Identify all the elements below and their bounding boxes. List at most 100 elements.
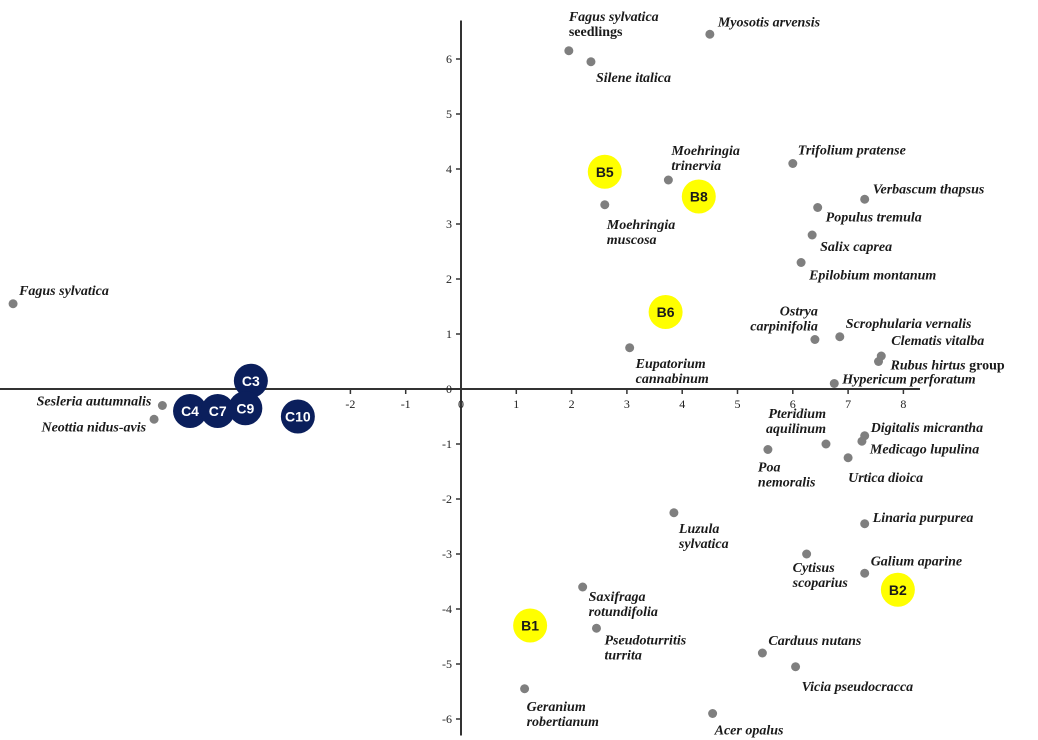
species-point bbox=[807, 230, 817, 240]
species-label-line: scoparius bbox=[792, 576, 849, 591]
y-tick-label: -5 bbox=[442, 657, 452, 671]
species-point bbox=[591, 623, 601, 633]
y-tick-label: -2 bbox=[442, 492, 452, 506]
species-label: Silene italica bbox=[596, 71, 671, 86]
species-point bbox=[520, 684, 530, 694]
x-tick-label: 7 bbox=[845, 397, 851, 411]
species-point bbox=[8, 299, 18, 309]
species-label: Saxifraga rotundifolia bbox=[589, 590, 658, 620]
species-label: Ostrya carpinifolia bbox=[750, 305, 818, 335]
y-tick-label: 0 bbox=[446, 382, 452, 396]
species-label: Galium aparine bbox=[871, 554, 962, 569]
species-label-line: cannabinum bbox=[636, 372, 709, 387]
x-tick-label: 2 bbox=[569, 397, 575, 411]
species-label-line: sylvatica bbox=[678, 537, 729, 552]
species-point bbox=[157, 401, 167, 410]
site-marker bbox=[200, 394, 235, 428]
x-tick-label: 0 bbox=[458, 397, 464, 411]
species-label-line: Cytisus bbox=[793, 561, 836, 576]
site-marker bbox=[681, 179, 716, 214]
species-label: Medicago lupulina bbox=[869, 442, 979, 457]
species-label-line: muscosa bbox=[607, 233, 657, 248]
species-label: Rubus hirtus group bbox=[890, 359, 1005, 374]
x-tick-label: 6 bbox=[790, 397, 796, 411]
species-label-line: Clematis vitalba bbox=[891, 334, 984, 349]
species-label-line: Hypericum perforatum bbox=[841, 373, 975, 388]
sites-layer: C3 C4 C7 C9 C10 B5 B8 B6 B1 B2 bbox=[173, 154, 915, 643]
species-label-line: Digitalis micrantha bbox=[870, 421, 983, 436]
species-point bbox=[578, 582, 588, 592]
species-point bbox=[802, 549, 812, 559]
species-point bbox=[810, 335, 820, 344]
species-label-line: robertianum bbox=[527, 715, 599, 730]
species-point bbox=[860, 194, 870, 204]
species-label-line: Rubus hirtus group bbox=[890, 359, 1005, 374]
species-point bbox=[796, 258, 806, 267]
species-label-line: Sesleria autumnalis bbox=[37, 395, 152, 410]
x-tick-label: -1 bbox=[401, 397, 411, 411]
species-label: Verbascum thapsus bbox=[873, 182, 985, 197]
species-point bbox=[149, 414, 159, 424]
species-label: Pteridium aquilinum bbox=[766, 407, 826, 437]
site-label: C10 bbox=[285, 409, 311, 425]
y-tick-label: 6 bbox=[446, 52, 452, 66]
species-label: Poa nemoralis bbox=[758, 461, 816, 491]
species-label: Cytisus scoparius bbox=[792, 561, 849, 591]
species-label: Vicia pseudocracca bbox=[802, 680, 914, 695]
species-point bbox=[625, 343, 635, 353]
species-label-line: Epilobium montanum bbox=[808, 269, 936, 284]
species-label: Hypericum perforatum bbox=[841, 373, 975, 388]
species-label: Scrophularia vernalis bbox=[846, 317, 972, 332]
site-label: B1 bbox=[521, 618, 539, 634]
species-label-line: Galium aparine bbox=[871, 554, 962, 569]
site-label: C4 bbox=[181, 403, 199, 419]
species-label: Fagus sylvatica bbox=[18, 284, 109, 299]
species-label-line: Verbascum thapsus bbox=[873, 182, 985, 197]
species-label: Digitalis micrantha bbox=[870, 421, 983, 436]
species-label: Geranium robertianum bbox=[527, 700, 599, 730]
y-tick-label: 5 bbox=[446, 107, 452, 121]
site-marker bbox=[513, 608, 548, 643]
x-tick-label: 4 bbox=[679, 397, 685, 411]
site-label: C7 bbox=[209, 403, 227, 419]
species-point bbox=[757, 648, 767, 658]
x-tick-label: 5 bbox=[735, 397, 741, 411]
species-label: Neottia nidus-avis bbox=[40, 420, 146, 435]
species-label: Moehringia muscosa bbox=[606, 218, 675, 248]
species-point bbox=[669, 508, 679, 518]
site-label: B6 bbox=[657, 304, 675, 320]
species-label-line: Pseudoturritis bbox=[604, 633, 686, 648]
species-label-line: Fagus sylvatica bbox=[568, 10, 659, 25]
site-label: B2 bbox=[889, 582, 907, 598]
species-label: Trifolium pratense bbox=[798, 144, 906, 159]
x-tick-label: -2 bbox=[345, 397, 355, 411]
species-point bbox=[829, 379, 839, 388]
species-point bbox=[860, 519, 870, 529]
site-marker bbox=[173, 394, 208, 428]
site-marker bbox=[228, 391, 263, 426]
species-point bbox=[835, 332, 845, 342]
species-label: Pseudoturritis turrita bbox=[604, 633, 686, 663]
species-point bbox=[857, 436, 867, 446]
species-label-line: Carduus nutans bbox=[768, 634, 862, 649]
species-label-line: Saxifraga bbox=[589, 590, 646, 605]
species-label: Epilobium montanum bbox=[808, 269, 936, 284]
species-label-line: Scrophularia vernalis bbox=[846, 317, 972, 332]
species-label-line: Myosotis arvensis bbox=[717, 15, 821, 30]
species-label-line: Trifolium pratense bbox=[798, 144, 906, 159]
species-label-line: Moehringia bbox=[606, 218, 675, 233]
species-label-line: Luzula bbox=[678, 522, 719, 537]
y-tick-label: 4 bbox=[446, 162, 452, 176]
species-point bbox=[813, 203, 823, 212]
species-label-line: Salix caprea bbox=[820, 240, 892, 255]
species-point bbox=[843, 453, 853, 463]
site-marker bbox=[880, 572, 915, 607]
species-point bbox=[586, 57, 596, 67]
species-label-line: Medicago lupulina bbox=[869, 442, 979, 457]
species-label-line: Urtica dioica bbox=[848, 471, 923, 486]
y-tick-label: -4 bbox=[442, 602, 452, 616]
species-point bbox=[705, 29, 715, 39]
species-label-line: Fagus sylvatica bbox=[18, 284, 109, 299]
species-label-line: rotundifolia bbox=[589, 605, 658, 620]
